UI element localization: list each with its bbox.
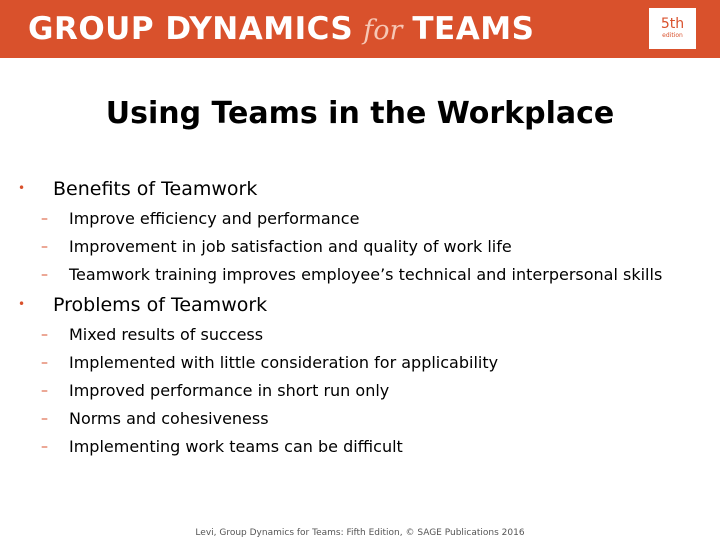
sub-bullet-item: – Improved performance in short run only <box>0 378 720 406</box>
sub-bullet-item: – Improve efficiency and performance <box>0 206 720 234</box>
dash-icon: – <box>41 381 48 401</box>
footer-citation: Levi, Group Dynamics for Teams: Fifth Ed… <box>0 527 720 539</box>
slide-title: Using Teams in the Workplace <box>0 94 720 134</box>
sub-bullet-text: Norms and cohesiveness <box>69 408 269 430</box>
sub-bullet-text: Mixed results of success <box>69 324 263 346</box>
sub-bullet-item: – Implementing work teams can be difficu… <box>0 434 720 462</box>
bullet-dot-icon: • <box>18 296 25 312</box>
edition-number: 5th <box>649 16 696 32</box>
sub-bullet-text: Improved performance in short run only <box>69 380 389 402</box>
dash-icon: – <box>41 409 48 429</box>
bullet-list: • Benefits of Teamwork – Improve efficie… <box>0 174 720 462</box>
header-banner: GROUP DYNAMICS for TEAMS 5th edition <box>0 0 720 58</box>
sub-bullet-text: Improve efficiency and performance <box>69 208 359 230</box>
brand-logo: GROUP DYNAMICS for TEAMS <box>28 10 534 48</box>
brand-text-teams: TEAMS <box>412 10 534 48</box>
sub-bullet-item: – Implemented with little consideration … <box>0 350 720 378</box>
bullet-item: • Problems of Teamwork <box>0 290 720 322</box>
sub-bullet-item: – Mixed results of success <box>0 322 720 350</box>
sub-bullet-text: Implementing work teams can be difficult <box>69 436 403 458</box>
edition-badge: 5th edition <box>649 8 696 49</box>
brand-text-for: for <box>363 12 402 50</box>
dash-icon: – <box>41 209 48 229</box>
edition-label: edition <box>649 32 696 40</box>
sub-bullet-text: Improvement in job satisfaction and qual… <box>69 236 512 258</box>
sub-bullet-text: Teamwork training improves employee’s te… <box>69 264 662 286</box>
dash-icon: – <box>41 265 48 285</box>
dash-icon: – <box>41 353 48 373</box>
sub-bullet-item: – Improvement in job satisfaction and qu… <box>0 234 720 262</box>
sub-bullet-item: – Teamwork training improves employee’s … <box>0 262 720 290</box>
sub-bullet-item: – Norms and cohesiveness <box>0 406 720 434</box>
bullet-text: Problems of Teamwork <box>53 291 267 319</box>
brand-text-group-dynamics: GROUP DYNAMICS <box>28 10 353 48</box>
bullet-text: Benefits of Teamwork <box>53 175 257 203</box>
sub-bullet-text: Implemented with little consideration fo… <box>69 352 498 374</box>
dash-icon: – <box>41 325 48 345</box>
bullet-dot-icon: • <box>18 180 25 196</box>
dash-icon: – <box>41 237 48 257</box>
dash-icon: – <box>41 437 48 457</box>
bullet-item: • Benefits of Teamwork <box>0 174 720 206</box>
